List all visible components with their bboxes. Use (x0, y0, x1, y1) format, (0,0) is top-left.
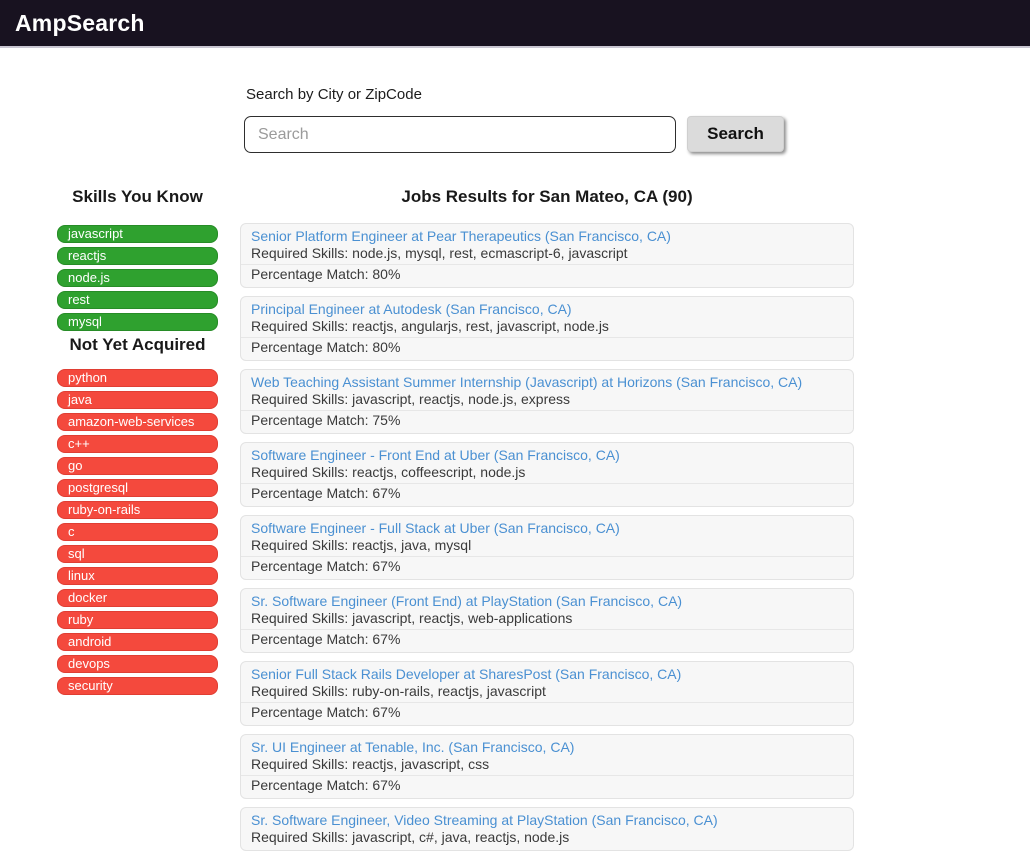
job-percentage-match: Percentage Match: 67% (251, 558, 401, 574)
search-input[interactable] (244, 116, 676, 153)
skill-tag[interactable]: ruby-on-rails (57, 501, 218, 519)
page-body: Search by City or ZipCode Search Skills … (0, 86, 1030, 859)
job-required-skills: Required Skills: reactjs, java, mysql (251, 537, 472, 553)
job-card: Principal Engineer at Autodesk (San Fran… (240, 296, 854, 361)
job-required-skills: Required Skills: node.js, mysql, rest, e… (251, 245, 628, 261)
job-title-link[interactable]: Sr. Software Engineer, Video Streaming a… (251, 812, 718, 828)
job-percentage-match: Percentage Match: 67% (251, 485, 401, 501)
skills-known-list: javascript reactjs node.js rest mysql (57, 225, 218, 331)
job-title-link[interactable]: Sr. UI Engineer at Tenable, Inc. (San Fr… (251, 739, 575, 755)
job-divider (241, 555, 853, 557)
job-title-link[interactable]: Principal Engineer at Autodesk (San Fran… (251, 301, 572, 317)
job-percentage-match: Percentage Match: 67% (251, 777, 401, 793)
job-title-link[interactable]: Sr. Software Engineer (Front End) at Pla… (251, 593, 683, 609)
job-percentage-match: Percentage Match: 67% (251, 631, 401, 647)
skill-tag[interactable]: go (57, 457, 218, 475)
skill-tag[interactable]: mysql (57, 313, 218, 331)
search-row: Search (244, 116, 1030, 153)
job-title-link[interactable]: Senior Platform Engineer at Pear Therape… (251, 228, 671, 244)
job-percentage-match: Percentage Match: 80% (251, 339, 401, 355)
results-section: Jobs Results for San Mateo, CA (90) Seni… (240, 187, 854, 859)
job-title-link[interactable]: Web Teaching Assistant Summer Internship… (251, 374, 803, 390)
job-required-skills: Required Skills: ruby-on-rails, reactjs,… (251, 683, 546, 699)
job-divider (241, 482, 853, 484)
skills-missing-list: python java amazon-web-services c++ go postgr… (57, 369, 218, 695)
skill-tag[interactable]: devops (57, 655, 218, 673)
job-divider (241, 409, 853, 411)
skill-tag[interactable]: python (57, 369, 218, 387)
job-card: Software Engineer - Full Stack at Uber (… (240, 515, 854, 580)
skill-tag[interactable]: security (57, 677, 218, 695)
job-required-skills: Required Skills: javascript, reactjs, we… (251, 610, 573, 626)
job-card: Senior Platform Engineer at Pear Therape… (240, 223, 854, 288)
job-required-skills: Required Skills: reactjs, coffeescript, … (251, 464, 526, 480)
job-required-skills: Required Skills: reactjs, javascript, cs… (251, 756, 490, 772)
job-card: Web Teaching Assistant Summer Internship… (240, 369, 854, 434)
job-required-skills: Required Skills: reactjs, angularjs, res… (251, 318, 609, 334)
job-divider (241, 628, 853, 630)
skill-tag[interactable]: linux (57, 567, 218, 585)
skill-tag[interactable]: sql (57, 545, 218, 563)
skill-tag[interactable]: rest (57, 291, 218, 309)
job-percentage-match: Percentage Match: 75% (251, 412, 401, 428)
app-title: AmpSearch (15, 9, 145, 36)
skill-tag[interactable]: docker (57, 589, 218, 607)
job-divider (241, 336, 853, 338)
skill-tag[interactable]: node.js (57, 269, 218, 287)
skill-tag[interactable]: ruby (57, 611, 218, 629)
search-section: Search by City or ZipCode Search (244, 86, 1030, 153)
skill-tag[interactable]: javascript (57, 225, 218, 243)
job-required-skills: Required Skills: javascript, c#, java, r… (251, 829, 570, 845)
skill-tag[interactable]: c++ (57, 435, 218, 453)
skill-tag[interactable]: amazon-web-services (57, 413, 218, 431)
skill-tag[interactable]: android (57, 633, 218, 651)
results-heading: Jobs Results for San Mateo, CA (90) (401, 187, 693, 206)
skill-tag[interactable]: reactjs (57, 247, 218, 265)
skills-missing-heading: Not Yet Acquired (69, 335, 206, 354)
job-title-link[interactable]: Senior Full Stack Rails Developer at Sha… (251, 666, 682, 682)
job-card: Senior Full Stack Rails Developer at Sha… (240, 661, 854, 726)
job-divider (241, 774, 853, 776)
content-row: Skills You Know javascript reactjs node.js… (0, 187, 1030, 859)
job-percentage-match: Percentage Match: 67% (251, 704, 401, 720)
job-divider (241, 701, 853, 703)
job-card: Sr. UI Engineer at Tenable, Inc. (San Fr… (240, 734, 854, 799)
app-header: AmpSearch (0, 0, 1030, 48)
job-card: Software Engineer - Front End at Uber (S… (240, 442, 854, 507)
job-card: Sr. Software Engineer, Video Streaming a… (240, 807, 854, 851)
job-divider (241, 263, 853, 265)
skill-tag[interactable]: java (57, 391, 218, 409)
skill-tag[interactable]: postgresql (57, 479, 218, 497)
job-title-link[interactable]: Software Engineer - Front End at Uber (S… (251, 447, 620, 463)
skills-known-heading: Skills You Know (72, 187, 203, 206)
search-label: Search by City or ZipCode (246, 86, 422, 103)
jobs-list: Senior Platform Engineer at Pear Therape… (240, 223, 854, 851)
search-button[interactable]: Search (687, 116, 784, 152)
job-required-skills: Required Skills: javascript, reactjs, no… (251, 391, 571, 407)
skill-tag[interactable]: c (57, 523, 218, 541)
job-percentage-match: Percentage Match: 80% (251, 266, 401, 282)
skills-sidebar: Skills You Know javascript reactjs node.js… (57, 187, 218, 859)
job-card: Sr. Software Engineer (Front End) at Pla… (240, 588, 854, 653)
job-title-link[interactable]: Software Engineer - Full Stack at Uber (… (251, 520, 620, 536)
